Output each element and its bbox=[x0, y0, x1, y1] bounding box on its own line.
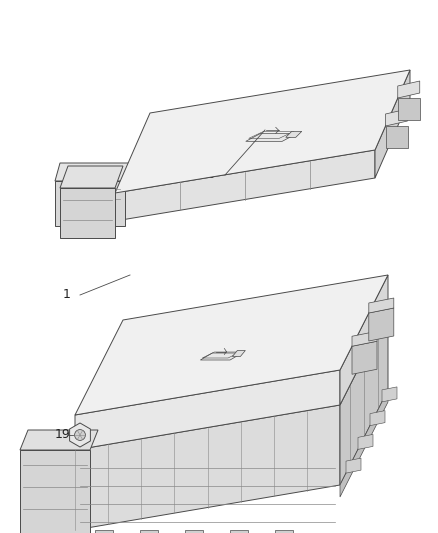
Polygon shape bbox=[340, 275, 388, 405]
Polygon shape bbox=[115, 70, 410, 193]
Polygon shape bbox=[60, 166, 123, 188]
Polygon shape bbox=[20, 430, 98, 450]
Polygon shape bbox=[369, 298, 394, 313]
Polygon shape bbox=[233, 351, 245, 357]
Polygon shape bbox=[60, 188, 115, 238]
Polygon shape bbox=[398, 98, 420, 120]
Polygon shape bbox=[340, 310, 388, 485]
Polygon shape bbox=[398, 81, 420, 98]
Polygon shape bbox=[246, 133, 297, 141]
Polygon shape bbox=[286, 131, 302, 138]
Polygon shape bbox=[75, 405, 340, 530]
Polygon shape bbox=[385, 126, 407, 148]
Polygon shape bbox=[340, 390, 388, 497]
Polygon shape bbox=[185, 530, 203, 533]
Polygon shape bbox=[375, 70, 410, 178]
Polygon shape bbox=[115, 150, 375, 221]
Polygon shape bbox=[275, 530, 293, 533]
Polygon shape bbox=[230, 530, 248, 533]
Polygon shape bbox=[382, 387, 397, 402]
Polygon shape bbox=[20, 450, 90, 533]
Polygon shape bbox=[200, 353, 242, 360]
Polygon shape bbox=[358, 434, 373, 449]
Polygon shape bbox=[352, 341, 377, 374]
Polygon shape bbox=[75, 370, 340, 450]
Polygon shape bbox=[140, 530, 158, 533]
Polygon shape bbox=[385, 109, 407, 126]
Polygon shape bbox=[70, 423, 90, 447]
Polygon shape bbox=[75, 275, 388, 415]
Polygon shape bbox=[370, 410, 385, 426]
Polygon shape bbox=[55, 163, 130, 181]
Text: 1: 1 bbox=[63, 288, 71, 302]
Polygon shape bbox=[369, 308, 394, 341]
Polygon shape bbox=[55, 181, 125, 226]
Polygon shape bbox=[346, 458, 361, 473]
Text: 19: 19 bbox=[55, 429, 71, 441]
Text: 18: 18 bbox=[200, 168, 216, 182]
Polygon shape bbox=[352, 331, 377, 346]
Circle shape bbox=[74, 430, 85, 440]
Polygon shape bbox=[95, 530, 113, 533]
